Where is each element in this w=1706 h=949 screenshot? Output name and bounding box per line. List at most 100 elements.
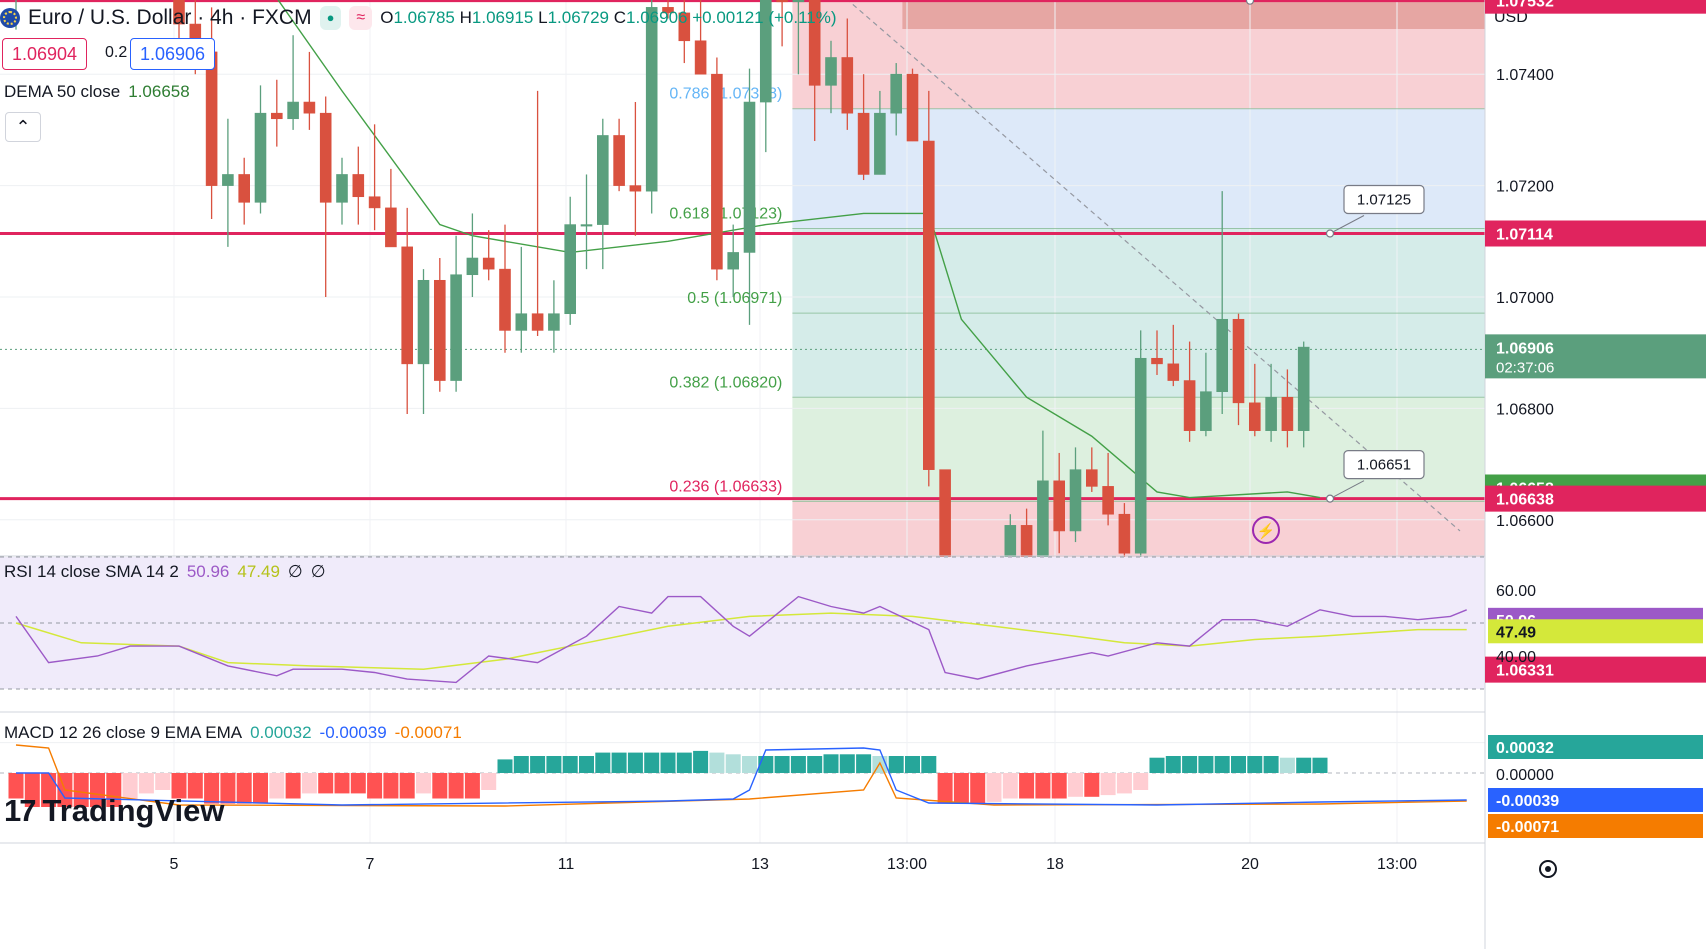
candle-body — [678, 12, 691, 42]
candle-body — [743, 101, 756, 253]
candle-body — [922, 140, 935, 470]
axis-price-label-bg — [1485, 0, 1706, 14]
macd-histogram-bar — [888, 756, 904, 773]
tradingview-logo[interactable]: 17 TradingView — [4, 793, 225, 829]
candle-body — [1216, 318, 1228, 392]
macd-histogram-bar — [1296, 757, 1312, 773]
macd-histogram-bar — [367, 773, 383, 799]
macd-histogram-bar — [24, 773, 40, 807]
dema-line — [277, 0, 1321, 499]
callout-anchor — [1245, 0, 1255, 5]
rsi-value: 50.96 — [186, 562, 230, 581]
candle-body — [433, 279, 446, 381]
macd-histogram-bar — [937, 773, 953, 804]
candle-body — [385, 207, 397, 248]
macd-histogram-bar — [839, 754, 855, 773]
macd-histogram-bar — [676, 752, 692, 773]
macd-histogram-bar — [513, 756, 529, 773]
buy-price-button[interactable]: 1.06906 — [130, 38, 216, 70]
indicator-wave-icon[interactable]: ≈ — [349, 6, 373, 30]
macd-signal-line — [15, 744, 1467, 807]
macd-histogram-bar — [953, 773, 969, 804]
candle-body — [1086, 469, 1098, 487]
collapse-legend-button[interactable]: ⌃ — [5, 112, 41, 142]
macd-histogram-bar — [122, 773, 138, 799]
candle-body — [254, 112, 267, 203]
candle-body — [727, 252, 740, 270]
candle-body — [466, 257, 479, 276]
candle-body — [613, 135, 625, 186]
candle-body — [352, 174, 365, 198]
candle-body — [336, 174, 348, 203]
candle-body — [238, 174, 250, 203]
macd-histogram-bar — [1231, 756, 1246, 773]
market-open-icon[interactable]: ● — [319, 6, 342, 30]
alert-bolt-icon — [1252, 516, 1280, 544]
time-tick-label: 5 — [170, 856, 179, 873]
macd-histogram-bar — [138, 773, 154, 794]
macd-histogram-bar — [285, 773, 301, 799]
fib-level-label: 0.382 (1.06820) — [669, 374, 782, 391]
candle-body — [662, 7, 674, 14]
macd-histogram-bar — [334, 773, 350, 794]
rsi-tick-label: 60.00 — [1496, 583, 1536, 600]
candle-body — [499, 268, 511, 331]
macd-histogram-bar — [171, 773, 187, 799]
candle-body — [1265, 396, 1277, 431]
axis-price-label: 1.07114 — [1496, 227, 1553, 244]
macd-histogram-bar — [301, 773, 317, 794]
candle-body — [645, 7, 658, 192]
macd-label: MACD 12 26 close 9 EMA EMA — [4, 723, 243, 742]
candle-body — [1200, 391, 1212, 431]
macd-histogram-bar — [155, 773, 171, 790]
rsi-tick-label: 40.00 — [1496, 649, 1536, 666]
sell-price-button[interactable]: 1.06904 — [2, 38, 88, 70]
candle-body — [1069, 469, 1082, 532]
axis-price-label: 1.06638 — [1496, 492, 1554, 509]
macd-histogram-bar — [432, 773, 448, 799]
rsi-sma-axis-label: 47.49 — [1496, 624, 1536, 641]
macd-legend[interactable]: MACD 12 26 close 9 EMA EMA 0.00032 -0.00… — [4, 723, 462, 743]
candle-body — [270, 112, 283, 120]
candle-body — [1297, 346, 1310, 431]
macd-histogram-bar — [856, 754, 872, 773]
macd-histogram-bar — [807, 756, 823, 773]
fib-level-label: 0.618 (1.07123) — [669, 205, 782, 222]
macd-histogram-bar — [383, 773, 399, 799]
candle-body — [694, 40, 707, 75]
macd-line — [16, 747, 1467, 806]
axis-price-label-bg — [1485, 656, 1706, 683]
macd-histogram-bar — [41, 773, 57, 807]
fib-level-label: 0.5 (1.06971) — [687, 290, 782, 307]
macd-histogram-bar — [530, 756, 546, 773]
macd-signal-axis-label: -0.00071 — [1496, 819, 1559, 836]
rsi-band — [0, 557, 1485, 689]
macd-line-value: -0.00039 — [319, 723, 387, 742]
macd-histogram-bar — [595, 752, 611, 773]
macd-histogram-bar — [236, 773, 252, 804]
time-tick-label: 7 — [366, 856, 375, 873]
candle-body — [711, 73, 723, 270]
rsi-legend[interactable]: RSI 14 close SMA 14 2 50.96 47.49 ∅ ∅ — [4, 562, 326, 582]
macd-line-axis-label-bg — [1488, 788, 1703, 812]
macd-histogram-bar — [416, 773, 431, 794]
price-tick-label: 1.06800 — [1496, 401, 1554, 418]
rsi-extra-1: ∅ — [287, 562, 303, 581]
macd-histogram-bar — [562, 756, 578, 773]
candle-body — [1281, 396, 1294, 431]
candle-body — [1053, 480, 1065, 532]
tradingview-wordmark: TradingView — [42, 793, 225, 828]
macd-histogram-bar — [8, 773, 24, 799]
time-tick-label: 13 — [751, 856, 769, 873]
dema-legend[interactable]: DEMA 50 close 1.06658 — [4, 82, 190, 102]
axis-price-label-bg — [1485, 485, 1706, 512]
macd-histogram-bar — [1247, 756, 1263, 773]
axis-price-label-bg — [1485, 220, 1706, 247]
macd-histogram-bar — [905, 756, 920, 773]
candle-body — [450, 274, 462, 381]
macd-histogram-bar — [1051, 773, 1067, 799]
chart-legend-title[interactable]: Euro / U.S. Dollar · 4h · FXCM ● ≈ O1.06… — [0, 2, 837, 34]
macd-histogram-bar — [1068, 773, 1083, 797]
macd-histogram-bar — [481, 773, 497, 790]
macd-histogram-bar — [269, 773, 285, 799]
